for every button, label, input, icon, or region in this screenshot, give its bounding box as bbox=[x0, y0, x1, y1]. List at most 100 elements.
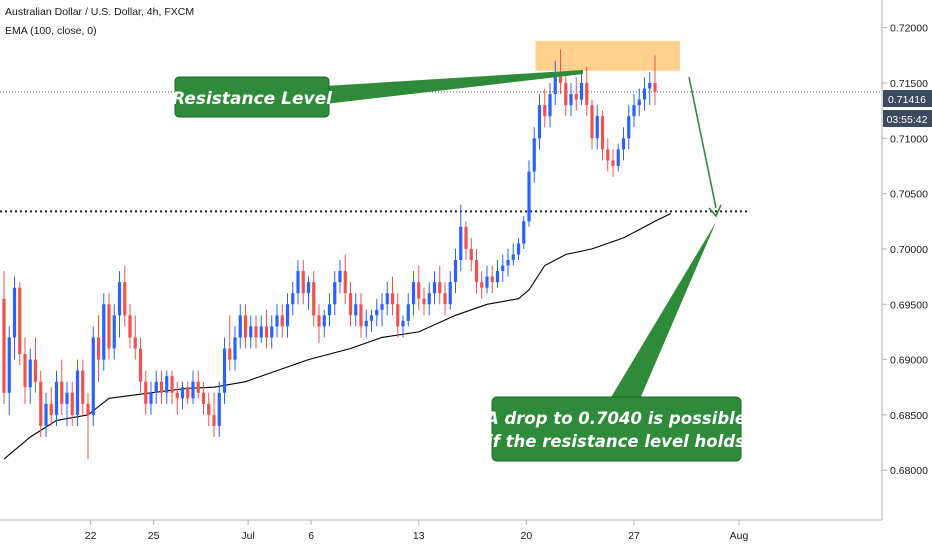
time-tick-label: 27 bbox=[628, 530, 640, 542]
candle-down bbox=[2, 298, 6, 393]
candle-up bbox=[527, 171, 531, 222]
candle-up bbox=[516, 243, 521, 255]
candle-down bbox=[564, 82, 568, 106]
candle-down bbox=[490, 276, 494, 283]
resistance-callout-box bbox=[174, 76, 330, 118]
candle-up bbox=[406, 304, 410, 321]
candle-up bbox=[485, 276, 489, 288]
candle-up bbox=[632, 105, 636, 117]
price-tick-label: 0.68000 bbox=[890, 465, 928, 477]
candle-down bbox=[186, 387, 190, 399]
candle-up bbox=[411, 282, 416, 305]
candle-down bbox=[18, 287, 22, 355]
time-tick-label: 22 bbox=[85, 530, 97, 542]
candle-up bbox=[627, 116, 631, 139]
candle-up bbox=[238, 315, 242, 338]
candle-up bbox=[459, 226, 463, 260]
candle-up bbox=[537, 105, 542, 139]
candle-down bbox=[396, 304, 400, 327]
candle-up bbox=[28, 359, 32, 388]
price-tick-label: 0.72000 bbox=[890, 23, 928, 35]
candle-down bbox=[653, 82, 657, 92]
candle-up bbox=[401, 320, 405, 327]
price-tick-label: 0.68500 bbox=[890, 410, 928, 422]
resistance-callout-pointer bbox=[325, 70, 583, 104]
candle-up bbox=[165, 376, 169, 393]
candle-up bbox=[338, 271, 342, 283]
ema-line bbox=[3, 213, 672, 460]
candle-down bbox=[480, 282, 484, 288]
forecast-arrow-line bbox=[688, 76, 717, 209]
candle-down bbox=[49, 403, 53, 415]
candle-up bbox=[112, 315, 116, 349]
candle-down bbox=[543, 105, 547, 117]
candle-up bbox=[102, 304, 106, 360]
candle-up bbox=[548, 94, 552, 117]
candle-down bbox=[574, 94, 578, 100]
candle-down bbox=[159, 381, 164, 393]
candle-up bbox=[149, 392, 153, 404]
ema-indicator-legend[interactable]: EMA (100, close, 0) bbox=[5, 25, 97, 37]
candle-down bbox=[474, 260, 479, 283]
candle-up bbox=[448, 282, 452, 305]
candle-up bbox=[327, 304, 332, 316]
candle-up bbox=[616, 149, 620, 166]
candle-down bbox=[264, 326, 269, 338]
time-tick-label: 6 bbox=[308, 530, 314, 542]
candle-up bbox=[306, 282, 311, 294]
time-tick-label: Aug bbox=[730, 530, 749, 542]
candle-up bbox=[648, 82, 652, 89]
candle-down bbox=[128, 315, 132, 338]
price-tick-label: 0.69000 bbox=[890, 355, 928, 367]
candle-down bbox=[312, 282, 316, 316]
candle-down bbox=[590, 105, 594, 139]
candle-down bbox=[107, 304, 111, 349]
candle-down bbox=[464, 226, 468, 249]
drop-callout-box bbox=[491, 396, 742, 462]
candle-down bbox=[70, 392, 74, 415]
candle-up bbox=[453, 260, 458, 283]
candle-down bbox=[438, 282, 442, 294]
last-price-tag bbox=[883, 90, 932, 107]
candle-up bbox=[354, 304, 358, 316]
symbol-title[interactable]: Australian Dollar / U.S. Dollar, 4h, FXC… bbox=[5, 6, 194, 18]
candle-down bbox=[170, 376, 174, 393]
candle-down bbox=[86, 403, 90, 415]
candle-up bbox=[506, 260, 510, 266]
candle-down bbox=[611, 160, 615, 166]
time-axis[interactable]: 22 25 Jul 6 13 20 27 Aug bbox=[85, 520, 749, 542]
candle-up bbox=[579, 82, 584, 100]
candle-up bbox=[333, 282, 337, 305]
candle-up bbox=[427, 293, 431, 305]
resistance-zone bbox=[535, 40, 680, 71]
candle-up bbox=[522, 221, 526, 244]
price-tick-label: 0.70000 bbox=[890, 244, 928, 256]
candle-down bbox=[81, 370, 85, 404]
drop-callout-pointer bbox=[610, 222, 716, 399]
bar-countdown-value: 03:55:42 bbox=[887, 114, 928, 126]
candle-up bbox=[222, 348, 227, 393]
candle-up bbox=[553, 71, 557, 95]
candle-up bbox=[249, 326, 253, 338]
candle-up bbox=[637, 99, 641, 106]
candle-down bbox=[348, 293, 353, 316]
candle-down bbox=[123, 282, 127, 316]
candle-up bbox=[511, 254, 515, 260]
time-tick-label: 25 bbox=[148, 530, 160, 542]
candle-up bbox=[380, 304, 384, 310]
candle-down bbox=[422, 298, 426, 305]
candle-up bbox=[569, 94, 573, 106]
candle-up bbox=[7, 337, 11, 393]
price-axis[interactable]: 0.68000 0.68500 0.69000 0.69500 0.70000 0.705… bbox=[882, 23, 928, 478]
candle-up bbox=[385, 293, 389, 305]
candle-down bbox=[585, 82, 589, 106]
candle-down bbox=[317, 315, 321, 327]
candlesticks bbox=[2, 49, 657, 460]
candle-down bbox=[96, 337, 101, 360]
candle-up bbox=[270, 326, 274, 338]
candle-up bbox=[180, 387, 185, 399]
candle-up bbox=[75, 370, 80, 415]
candle-up bbox=[91, 337, 95, 415]
candle-up bbox=[191, 381, 195, 399]
